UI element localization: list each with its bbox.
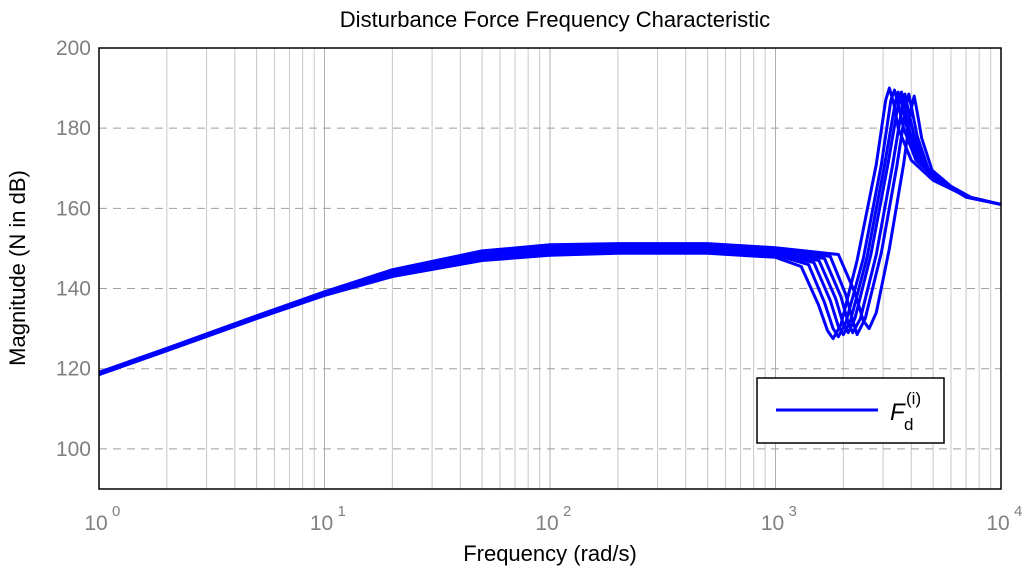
y-tick-label: 140 (56, 278, 91, 301)
plot-frame (98, 47, 1002, 490)
x-tick-exponent: 3 (789, 503, 797, 520)
y-tick-label: 160 (56, 197, 91, 220)
legend-sup: (i) (906, 389, 921, 408)
x-axis-label: Frequency (rad/s) (463, 541, 637, 566)
y-axis-label: Magnitude (N in dB) (5, 170, 30, 366)
x-tick-exponent: 0 (112, 503, 120, 520)
legend: F(i) d (756, 377, 945, 444)
x-tick-exponent: 1 (338, 503, 346, 520)
chart-title: Disturbance Force Frequency Characterist… (340, 7, 770, 32)
legend-sub: d (904, 415, 913, 434)
legend-symbol: F (890, 399, 906, 426)
x-tick-exponent: 4 (1014, 503, 1022, 520)
series-line (98, 94, 1002, 374)
y-tick-label: 120 (56, 358, 91, 381)
x-tick-label: 10 (310, 512, 333, 535)
x-tick-label: 10 (84, 512, 107, 535)
x-tick-labels: 10 0 10 1 10 2 10 3 10 4 (84, 503, 1022, 535)
grid (99, 48, 1001, 489)
y-tick-label: 200 (56, 37, 91, 60)
x-tick-label: 10 (761, 512, 784, 535)
legend-label: F(i) d (890, 389, 921, 434)
y-tick-label: 100 (56, 438, 91, 461)
y-tick-label: 180 (56, 117, 91, 140)
y-tick-labels: 100 120 140 160 180 200 (56, 37, 91, 461)
x-tick-label: 10 (986, 512, 1009, 535)
x-tick-label: 10 (535, 512, 558, 535)
plot-lines (98, 86, 1002, 377)
x-tick-exponent: 2 (563, 503, 571, 520)
